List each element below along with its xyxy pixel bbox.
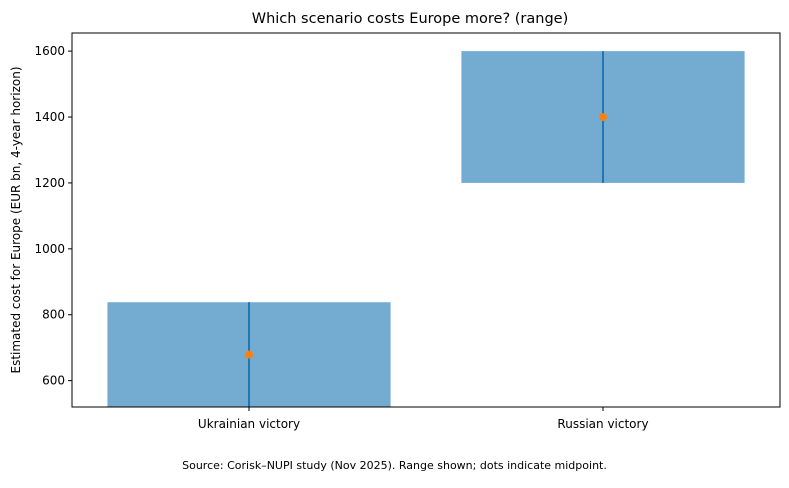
y-tick-label: 1000 <box>34 242 65 256</box>
midpoint-dot <box>245 350 253 359</box>
y-tick-label: 1600 <box>34 44 65 58</box>
chart-title: Which scenario costs Europe more? (range… <box>252 11 569 27</box>
y-tick-label: 800 <box>42 308 65 322</box>
y-tick-label: 1400 <box>34 110 65 124</box>
y-axis-label: Estimated cost for Europe (EUR bn, 4-yea… <box>9 66 23 373</box>
x-tick-label: Ukrainian victory <box>198 417 300 431</box>
source-caption: Source: Corisk–NUPI study (Nov 2025). Ra… <box>182 459 607 472</box>
midpoint-dot <box>599 113 607 122</box>
x-tick-label: Russian victory <box>557 417 648 431</box>
y-tick-label: 600 <box>42 374 65 388</box>
axes-frame <box>71 32 781 408</box>
y-tick-label: 1200 <box>34 176 65 190</box>
plot-area: 600 800 1000 1200 1400 1600 Ukrainian victory R… <box>34 32 781 431</box>
